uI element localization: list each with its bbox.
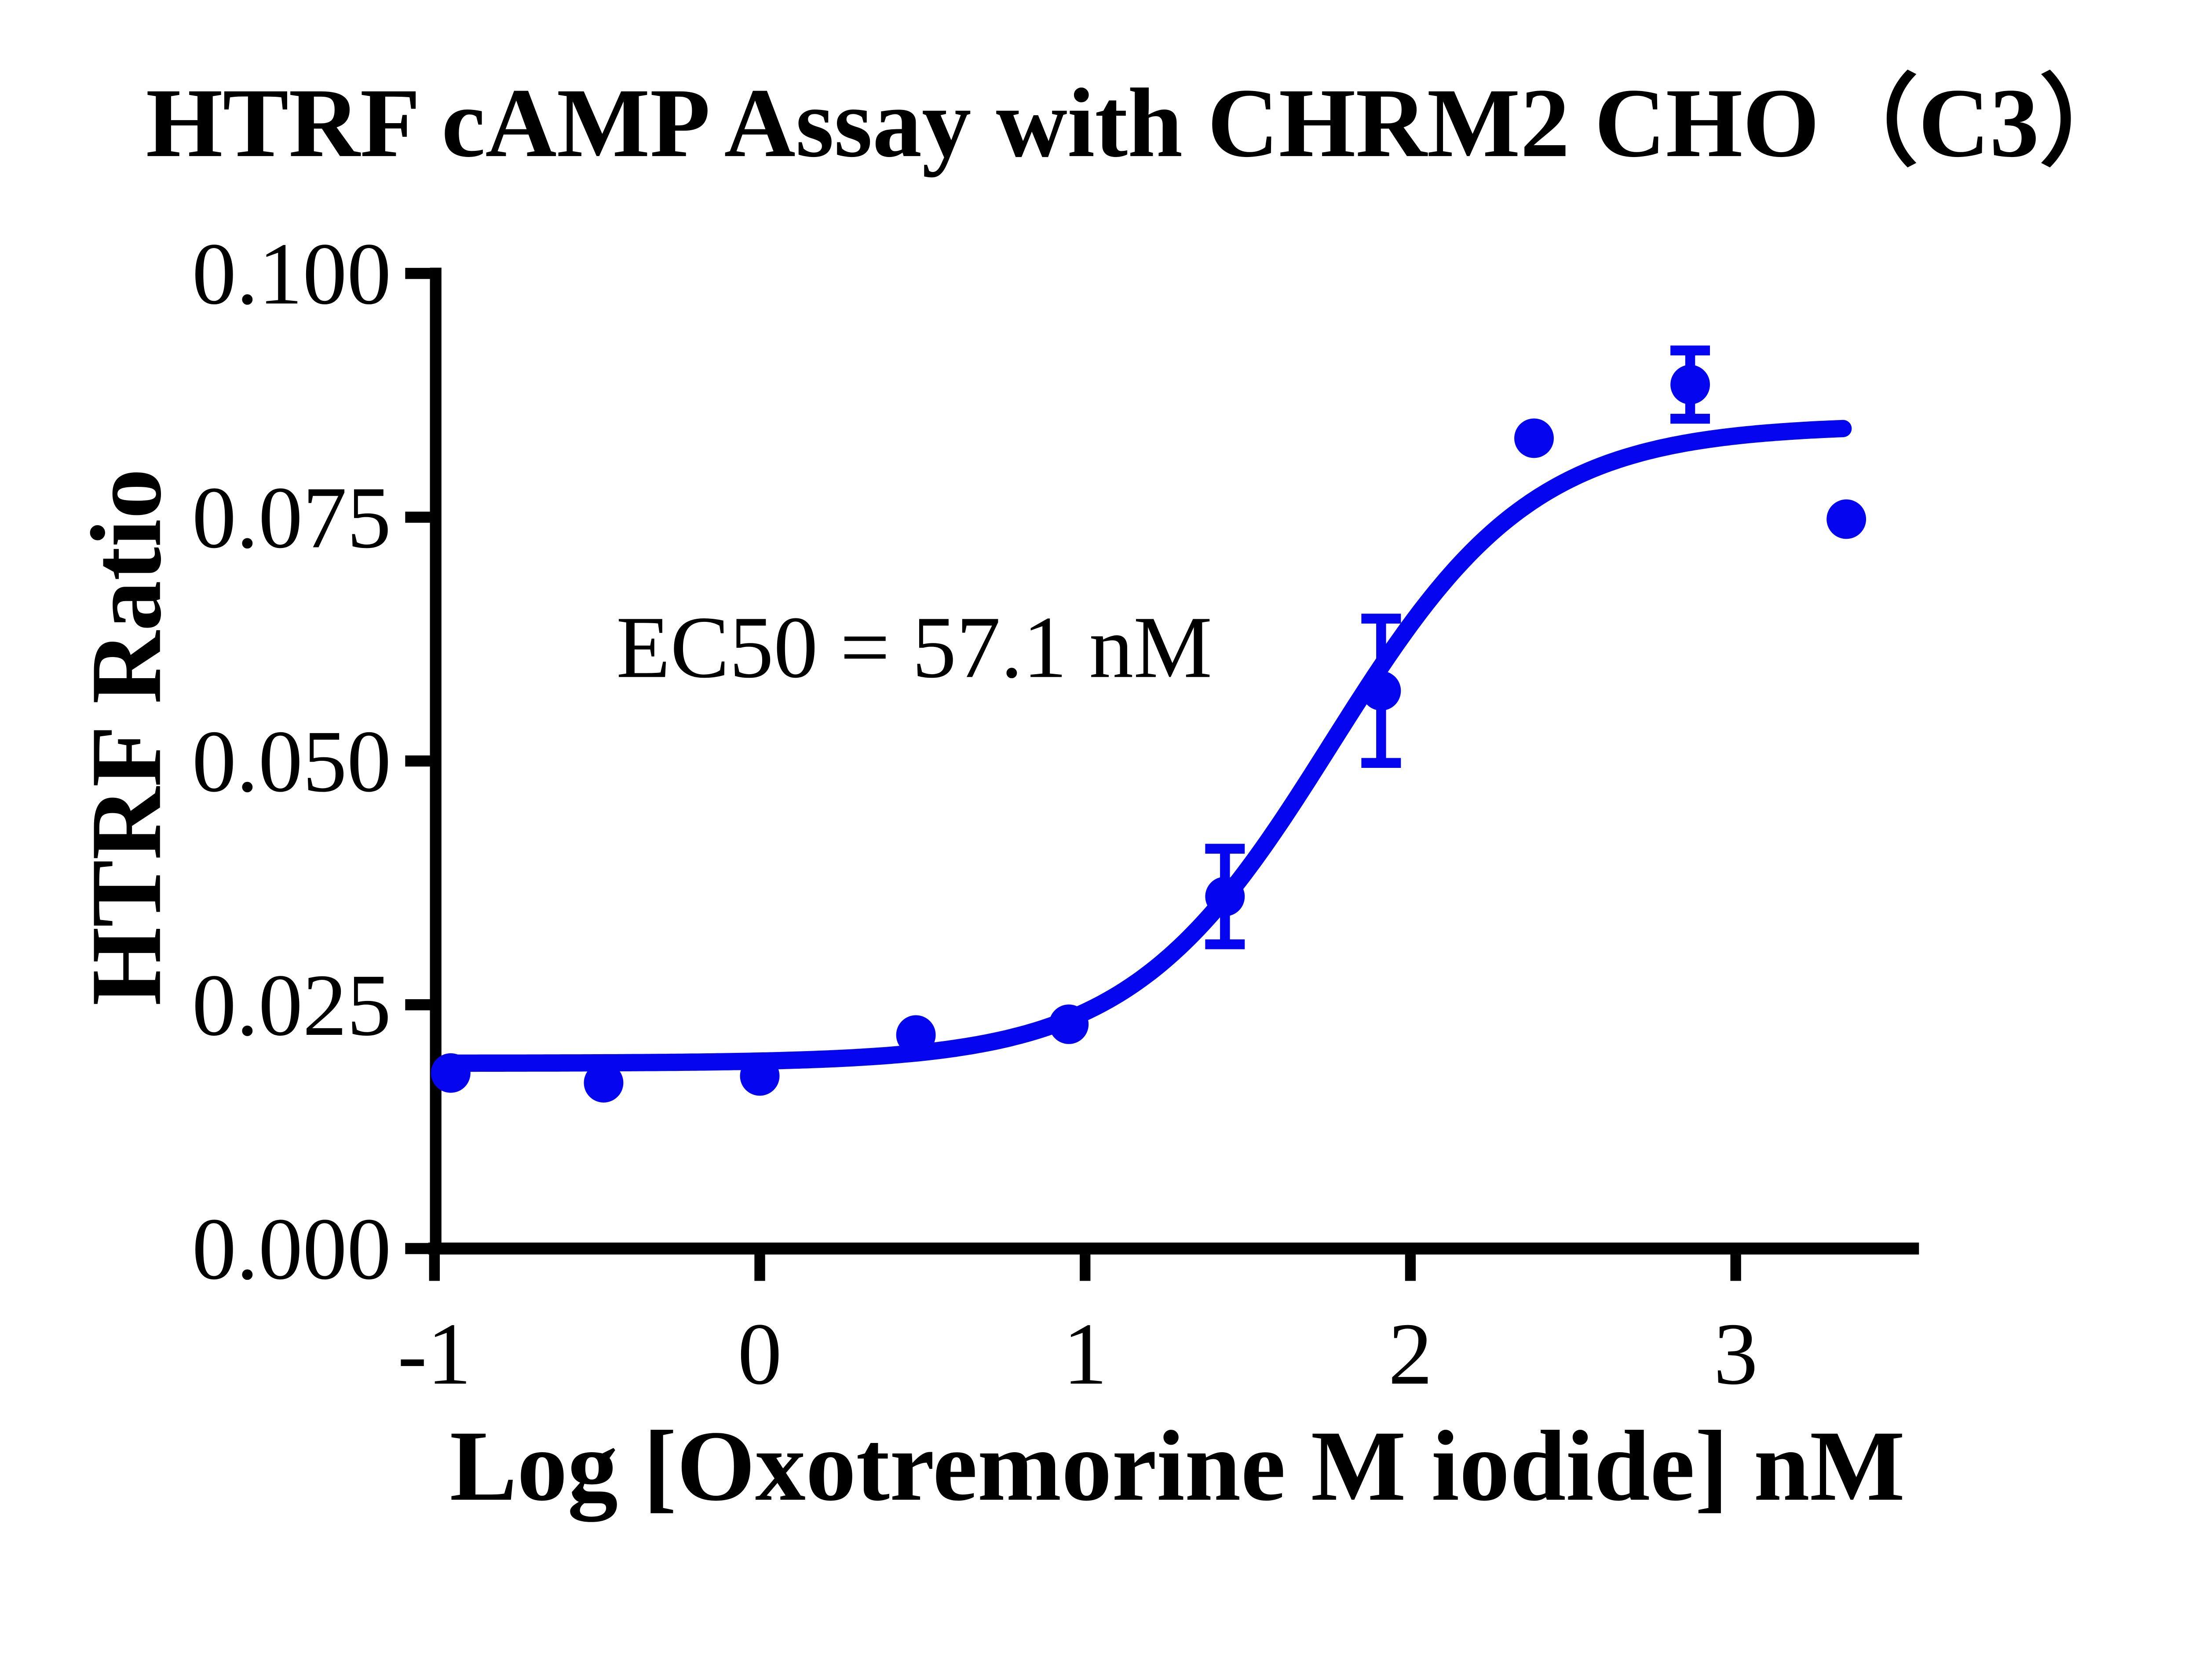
y-tick-mark — [405, 755, 430, 767]
x-tick-mark — [1405, 1254, 1416, 1281]
x-tick-mark — [1080, 1254, 1091, 1281]
data-point — [431, 1053, 471, 1093]
data-point — [896, 1015, 936, 1055]
fit-curve-line — [442, 420, 1852, 1072]
data-point — [1670, 365, 1710, 405]
data-point — [1205, 877, 1245, 917]
plot-area — [405, 267, 1919, 1281]
y-tick-label: 0.025 — [192, 956, 391, 1055]
data-point — [1361, 671, 1401, 711]
data-point — [740, 1056, 780, 1096]
data-point — [1826, 499, 1867, 539]
data-point — [584, 1063, 624, 1103]
x-tick-mark — [754, 1254, 765, 1281]
chart-canvas: HTRF cAMP Assay with CHRM2 CHO（C3） HTRF … — [70, 68, 2138, 1522]
ec50-annotation: EC50 = 57.1 nM — [616, 598, 1213, 697]
x-axis-line — [428, 1242, 1919, 1255]
y-tick-label: 0.000 — [192, 1199, 391, 1298]
y-tick-label: 0.050 — [192, 712, 391, 811]
y-tick-mark — [405, 511, 430, 523]
x-tick-mark — [1730, 1254, 1741, 1281]
data-point — [1514, 418, 1554, 458]
x-tick-label: -1 — [397, 1304, 471, 1403]
chart-title: HTRF cAMP Assay with CHRM2 CHO（C3） — [146, 68, 2138, 178]
y-axis-line — [430, 267, 442, 1255]
data-point — [1049, 1004, 1089, 1044]
y-tick-mark — [405, 268, 430, 279]
y-tick-label: 0.075 — [192, 468, 391, 567]
y-tick-label: 0.100 — [192, 224, 391, 323]
x-tick-mark — [429, 1254, 440, 1281]
y-tick-mark — [405, 1243, 430, 1254]
x-tick-label: 2 — [1388, 1304, 1433, 1403]
x-tick-label: 3 — [1713, 1304, 1758, 1403]
y-tick-mark — [405, 999, 430, 1011]
x-axis-title: Log [Oxotremorine M iodide] nM — [449, 1410, 1905, 1522]
x-tick-label: 0 — [738, 1304, 782, 1403]
x-tick-label: 1 — [1063, 1304, 1107, 1403]
